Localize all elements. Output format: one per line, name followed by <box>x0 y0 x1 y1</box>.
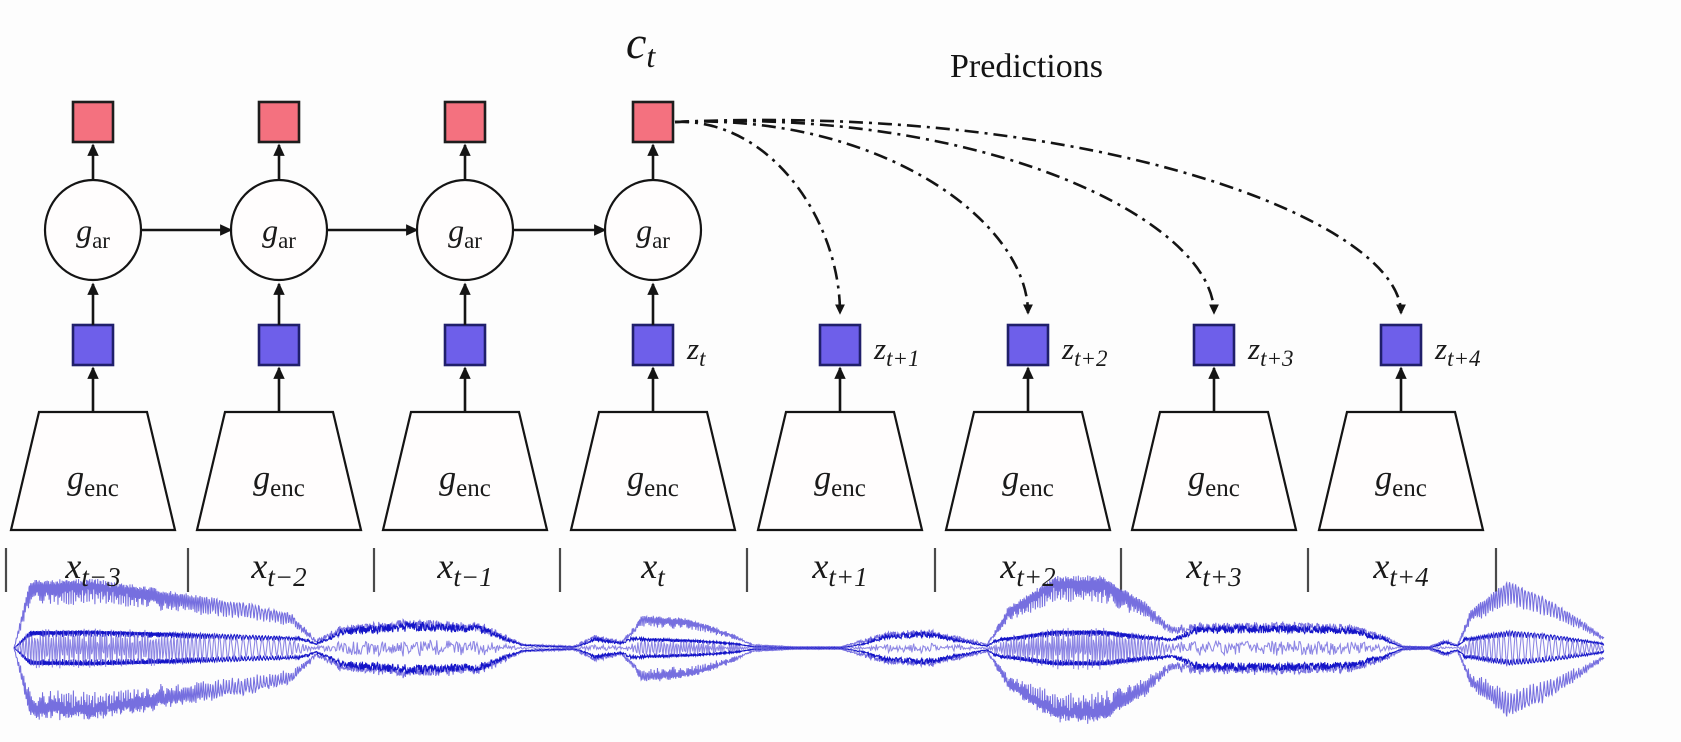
autoregressive-label-1: gar <box>262 212 296 253</box>
prediction-arc-6 <box>674 119 1220 315</box>
encoder-trapezoid-5 <box>944 410 1112 532</box>
encoder-trapezoid-7 <box>1317 410 1485 532</box>
encoder-trapezoids: genc genc genc genc genc genc genc genc <box>9 410 1485 532</box>
latent-label-7: zt+4 <box>1434 331 1481 371</box>
prediction-arc-7 <box>674 118 1406 315</box>
prediction-arc-5 <box>674 120 1034 315</box>
autoregressive-label-3: gar <box>636 212 670 253</box>
context-square-3 <box>631 100 675 144</box>
input-label-3: xt <box>640 546 666 592</box>
latent-square-4 <box>818 323 862 367</box>
latent-square-7 <box>1379 323 1423 367</box>
latent-label-4: zt+1 <box>873 331 920 371</box>
context-variable-label: ct <box>626 16 655 74</box>
context-squares <box>71 100 675 144</box>
encoder-trapezoid-6 <box>1130 410 1298 532</box>
math-labels: zt zt+1 zt+2 zt+3 zt+4 xt−3 xt−2 xt−1 xt xt+1 xt+2… <box>64 331 1480 592</box>
encoder-to-latent-arrows <box>87 366 1407 412</box>
latent-to-gar-arrows <box>87 282 659 325</box>
encoder-label-3: genc <box>627 460 679 502</box>
input-label-2: xt−1 <box>436 546 492 592</box>
timestep-separators <box>4 548 1498 592</box>
encoder-label-4: genc <box>814 460 866 502</box>
encoder-label-0: genc <box>67 460 119 502</box>
encoder-trapezoid-4 <box>756 410 924 532</box>
latent-square-6 <box>1192 323 1236 367</box>
waveform-core-lower <box>13 647 1605 676</box>
encoder-trapezoid-3 <box>569 410 737 532</box>
input-label-6: xt+3 <box>1185 546 1241 592</box>
predictions-caption: Predictions <box>950 48 1103 85</box>
input-label-4: xt+1 <box>811 546 867 592</box>
autoregressive-label-0: gar <box>76 212 110 253</box>
encoder-trapezoid-2 <box>381 410 549 532</box>
waveform-lower-envelope <box>13 647 1605 724</box>
context-variable-base: c <box>626 17 647 68</box>
encoder-trapezoid-1 <box>195 410 363 532</box>
input-label-0: xt−3 <box>64 546 120 592</box>
encoder-trapezoid-0 <box>9 410 177 532</box>
input-label-5: xt+2 <box>999 546 1055 592</box>
latent-label-6: zt+3 <box>1247 331 1294 371</box>
latent-square-5 <box>1006 323 1050 367</box>
latent-square-3 <box>631 323 675 367</box>
encoder-label-5: genc <box>1002 460 1054 502</box>
autoregressive-label-2: gar <box>448 212 482 253</box>
context-variable-subscript: t <box>646 38 656 74</box>
encoder-label-7: genc <box>1375 460 1427 502</box>
encoder-label-6: genc <box>1188 460 1240 502</box>
latent-square-2 <box>443 323 487 367</box>
encoder-label-2: genc <box>439 460 491 502</box>
autoregressive-circles: gar gar gar gar <box>43 178 703 282</box>
input-label-7: xt+4 <box>1372 546 1428 592</box>
waveform-centerline <box>13 627 1605 670</box>
input-label-1: xt−2 <box>250 546 306 592</box>
latent-squares <box>71 323 1423 367</box>
context-square-2 <box>443 100 487 144</box>
context-square-1 <box>257 100 301 144</box>
prediction-arc-4 <box>674 120 846 315</box>
encoder-label-1: genc <box>253 460 305 502</box>
context-square-0 <box>71 100 115 144</box>
audio-waveform <box>13 575 1605 724</box>
gar-to-context-arrows <box>87 143 659 180</box>
latent-label-5: zt+2 <box>1061 331 1108 371</box>
latent-label-3: zt <box>686 331 706 371</box>
latent-square-0 <box>71 323 115 367</box>
latent-square-1 <box>257 323 301 367</box>
waveform-core-upper <box>13 620 1605 649</box>
prediction-arcs <box>674 118 1406 315</box>
